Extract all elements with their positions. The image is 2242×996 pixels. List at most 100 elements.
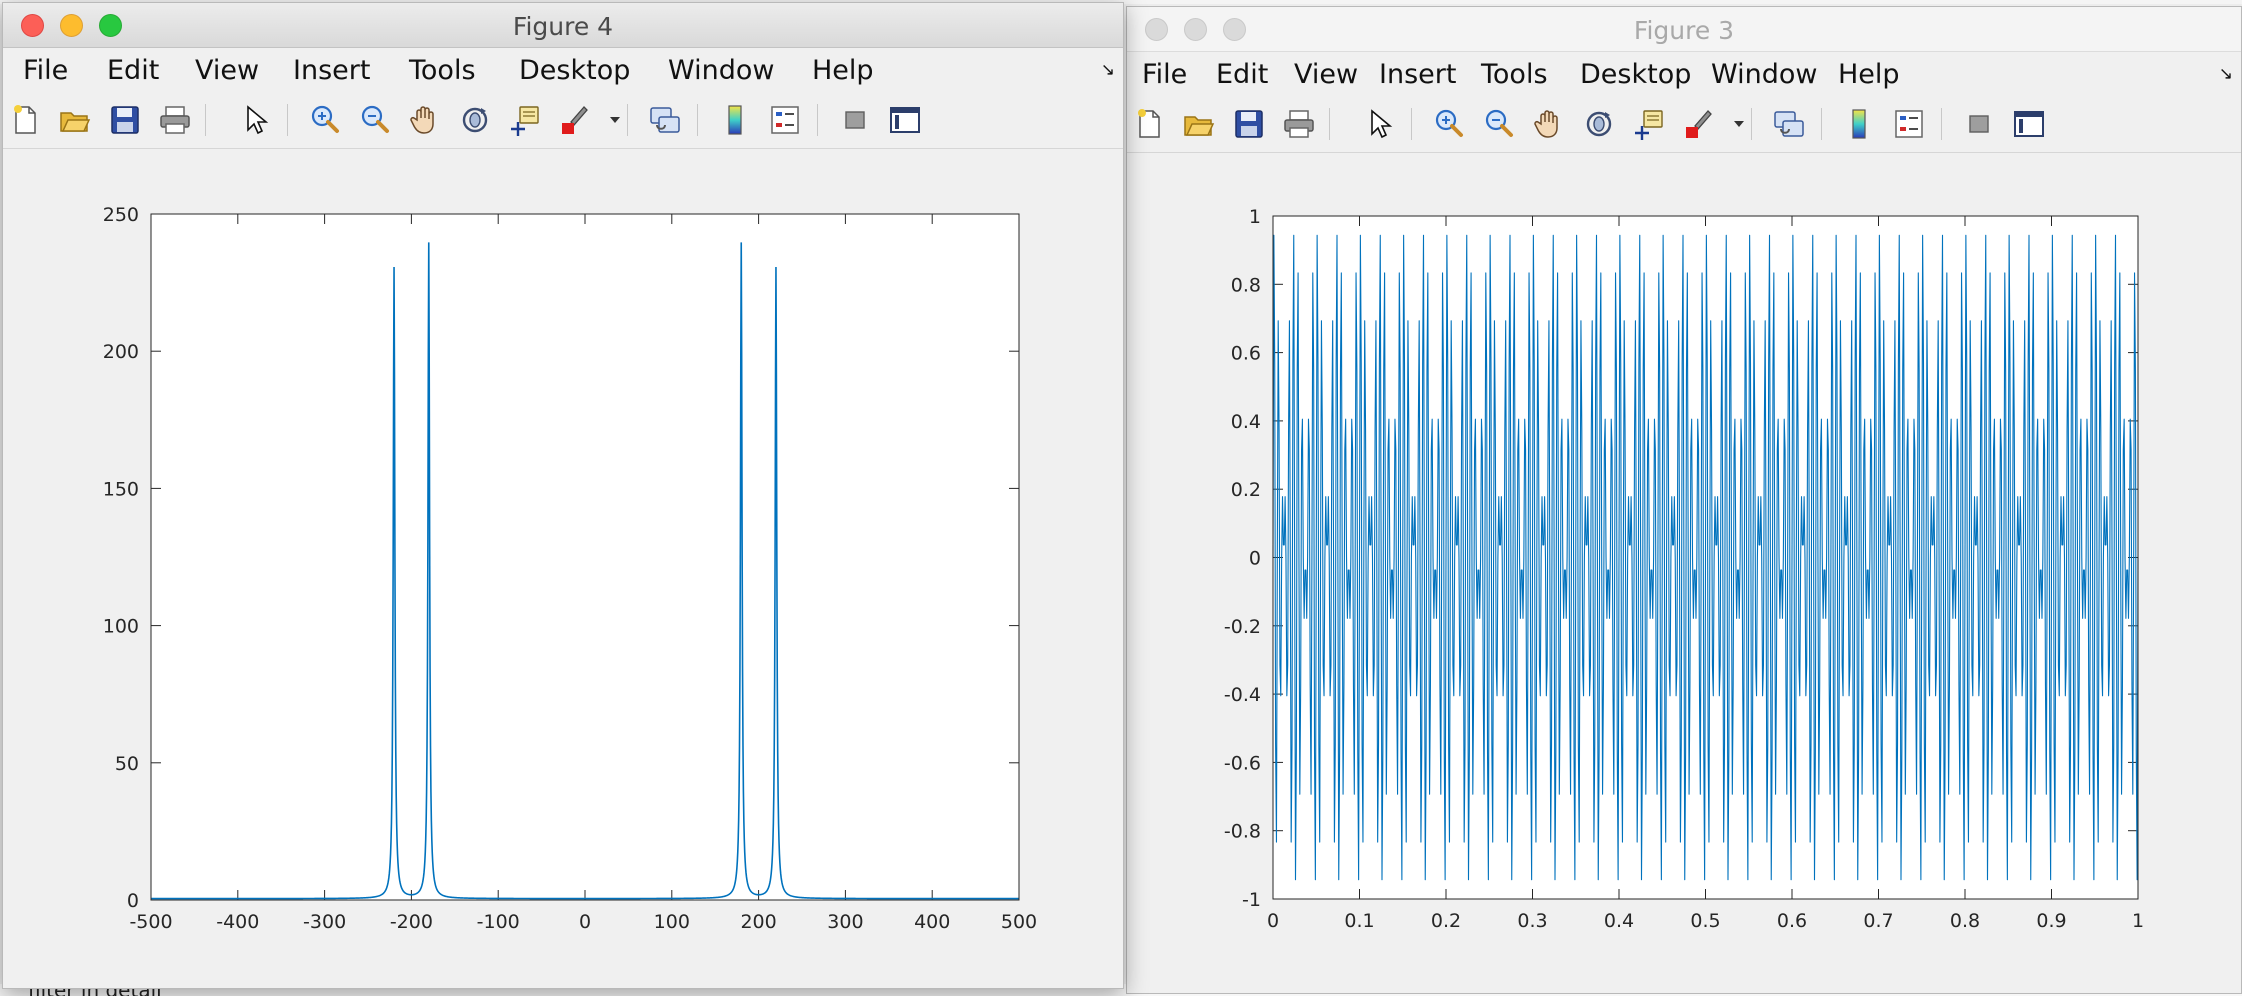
legend-icon[interactable]	[1891, 106, 1927, 142]
time-signal-chart[interactable]: 0 0.1 0.2 0.3 0.4 0.5 0.6 0.7 0.8 0.9 1 -1 -0.8 -0.6 -…	[1127, 153, 2241, 994]
zoom-window-button[interactable]	[99, 14, 122, 37]
open-file-icon[interactable]	[57, 102, 93, 138]
y-tick-label: 0.4	[1231, 411, 1261, 433]
brush-dropdown-icon[interactable]	[597, 102, 620, 138]
new-figure-icon[interactable]	[7, 102, 43, 138]
menu-insert[interactable]: Insert	[1379, 59, 1457, 90]
show-plot-tools-icon[interactable]	[2011, 106, 2047, 142]
x-tick-label: 100	[654, 911, 690, 933]
y-tick-label: 50	[115, 753, 139, 775]
hide-plot-tools-icon[interactable]	[1961, 106, 1997, 142]
menu-desktop[interactable]: Desktop	[519, 55, 631, 86]
spectrum-chart[interactable]: -500 -400 -300 -200 -100 0 100 200 300 400 500 0 50 1…	[3, 149, 1123, 989]
toolbar-separator	[697, 104, 698, 136]
window-title: Figure 4	[512, 12, 614, 41]
pointer-icon[interactable]	[237, 102, 273, 138]
brush-dropdown-icon[interactable]	[1721, 106, 1744, 142]
menu-tools[interactable]: Tools	[1481, 59, 1548, 90]
menu-bar: File Edit View Insert Tools Desktop Wind…	[1127, 52, 2241, 96]
zoom-window-button[interactable]	[1223, 18, 1246, 41]
toolbar-separator	[287, 104, 288, 136]
minimize-window-button[interactable]	[1184, 18, 1207, 41]
x-tick-label: -300	[303, 911, 346, 933]
x-tick-label: 0.7	[1863, 910, 1893, 932]
toolbar-separator	[1941, 108, 1942, 140]
menu-window[interactable]: Window	[668, 55, 775, 86]
dock-arrow-icon[interactable]: ↘	[2218, 64, 2233, 83]
dock-arrow-icon[interactable]: ↘	[1100, 60, 1115, 79]
legend-icon[interactable]	[767, 102, 803, 138]
pan-hand-icon[interactable]	[1531, 106, 1567, 142]
close-window-button[interactable]	[1145, 18, 1168, 41]
brush-icon[interactable]	[557, 102, 593, 138]
y-tick-label: -0.8	[1224, 821, 1261, 843]
menu-edit[interactable]: Edit	[1216, 59, 1269, 90]
title-bar[interactable]: Figure 4	[3, 3, 1123, 48]
data-cursor-icon[interactable]	[507, 102, 543, 138]
print-icon[interactable]	[1281, 106, 1317, 142]
rotate-3d-icon[interactable]	[1581, 106, 1617, 142]
menu-view[interactable]: View	[1294, 59, 1359, 90]
zoom-out-icon[interactable]	[357, 102, 393, 138]
menu-help[interactable]: Help	[812, 55, 874, 86]
hide-plot-tools-icon[interactable]	[837, 102, 873, 138]
menu-desktop[interactable]: Desktop	[1580, 59, 1692, 90]
link-plot-icon[interactable]	[647, 102, 683, 138]
window-title: Figure 3	[1633, 16, 1735, 45]
y-tick-label: -0.4	[1224, 684, 1261, 706]
y-tick-label: 0.6	[1231, 343, 1261, 365]
menu-insert[interactable]: Insert	[293, 55, 371, 86]
menu-file[interactable]: File	[23, 55, 69, 86]
toolbar-separator	[1751, 108, 1752, 140]
menu-view[interactable]: View	[195, 55, 260, 86]
y-tick-label: 100	[103, 616, 139, 638]
menu-tools[interactable]: Tools	[409, 55, 476, 86]
menu-bar: File Edit View Insert Tools Desktop Wind…	[3, 48, 1123, 92]
axes-frame	[1272, 215, 2139, 900]
y-tick-label: 250	[103, 204, 139, 226]
toolbar-separator	[1821, 108, 1822, 140]
y-tick-label: 0.2	[1231, 479, 1261, 501]
close-window-button[interactable]	[21, 14, 44, 37]
data-cursor-icon[interactable]	[1631, 106, 1667, 142]
colorbar-icon[interactable]	[717, 102, 753, 138]
x-tick-label: 1	[2132, 910, 2144, 932]
y-tick-label: 0	[1249, 548, 1261, 570]
save-icon[interactable]	[1231, 106, 1267, 142]
y-tick-label: 0	[127, 890, 139, 912]
minimize-window-button[interactable]	[60, 14, 83, 37]
axes-background	[151, 214, 1019, 900]
y-tick-label: 1	[1249, 206, 1261, 228]
x-tick-label: 0	[579, 911, 591, 933]
toolbar-separator	[817, 104, 818, 136]
x-tick-label: 0	[1267, 910, 1279, 932]
rotate-3d-icon[interactable]	[457, 102, 493, 138]
x-tick-label: 400	[914, 911, 950, 933]
save-icon[interactable]	[107, 102, 143, 138]
menu-window[interactable]: Window	[1711, 59, 1818, 90]
menu-file[interactable]: File	[1142, 59, 1188, 90]
new-figure-icon[interactable]	[1131, 106, 1167, 142]
brush-icon[interactable]	[1681, 106, 1717, 142]
zoom-in-icon[interactable]	[1431, 106, 1467, 142]
title-bar[interactable]: Figure 3	[1127, 7, 2241, 52]
pan-hand-icon[interactable]	[407, 102, 443, 138]
print-icon[interactable]	[157, 102, 193, 138]
menu-help[interactable]: Help	[1838, 59, 1900, 90]
menu-edit[interactable]: Edit	[107, 55, 160, 86]
figure-4-window[interactable]: Figure 4 File Edit View Insert Tools Des…	[2, 2, 1124, 989]
pointer-icon[interactable]	[1361, 106, 1397, 142]
x-tick-label: 0.5	[1690, 910, 1720, 932]
x-tick-label: 0.1	[1344, 910, 1374, 932]
link-plot-icon[interactable]	[1771, 106, 1807, 142]
open-file-icon[interactable]	[1181, 106, 1217, 142]
x-tick-label: 0.9	[2036, 910, 2066, 932]
x-tick-label: -500	[129, 911, 172, 933]
figure-toolbar	[1127, 96, 2241, 153]
zoom-in-icon[interactable]	[307, 102, 343, 138]
x-tick-label: -100	[477, 911, 520, 933]
figure-3-window[interactable]: Figure 3 File Edit View Insert Tools Des…	[1126, 6, 2242, 994]
show-plot-tools-icon[interactable]	[887, 102, 923, 138]
zoom-out-icon[interactable]	[1481, 106, 1517, 142]
colorbar-icon[interactable]	[1841, 106, 1877, 142]
